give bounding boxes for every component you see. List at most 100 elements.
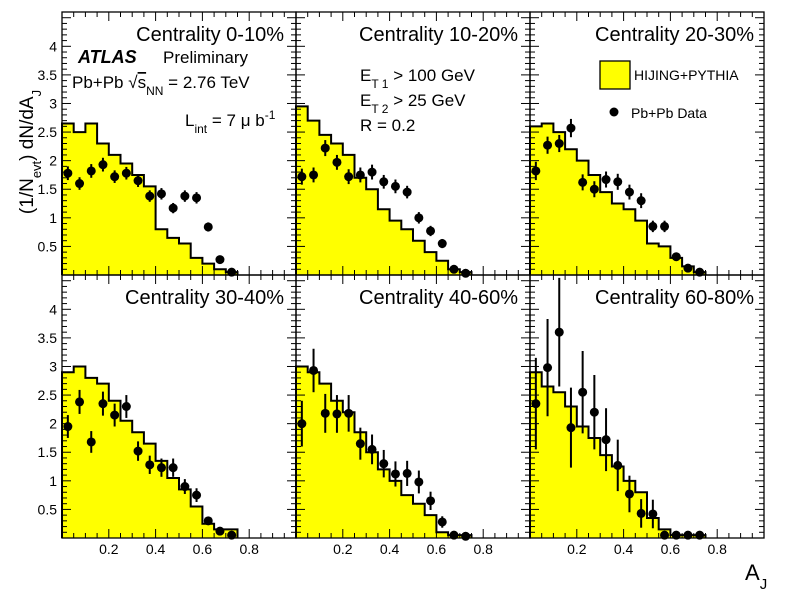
data-point <box>390 181 400 191</box>
x-tick-label: 0.8 <box>239 541 259 557</box>
y-tick-label: 1 <box>49 473 57 489</box>
data-point <box>402 187 412 197</box>
data-point <box>98 399 108 409</box>
radius-label: R = 0.2 <box>360 116 415 135</box>
data-point <box>355 439 365 449</box>
data-point <box>168 463 178 473</box>
data-point <box>426 226 436 236</box>
data-point <box>636 196 646 206</box>
x-tick-label: 0.2 <box>567 541 587 557</box>
data-point <box>613 177 623 187</box>
cut2-label: ET 2 > 25 GeV <box>360 91 466 116</box>
panel-4: 0.5 1 1.5 2 2.5 3 3.5 4 0.2 0.4 0.6 0.8 Centrality 3… <box>38 274 297 557</box>
data-point <box>86 166 96 176</box>
x-tick-label: 0.4 <box>614 541 634 557</box>
data-point <box>110 410 120 420</box>
lumi-exp: -1 <box>265 108 276 122</box>
y-label-sub-2: J <box>29 90 44 97</box>
data-point <box>145 460 155 470</box>
data-point <box>437 239 447 249</box>
data-point <box>589 184 599 194</box>
panel-title-3: Centrality 20-30% <box>595 24 754 46</box>
y-label-part-2: ) dN/dA <box>17 96 38 161</box>
hijing-outline-2 <box>295 105 473 275</box>
x-axis-label: AJ <box>745 560 767 590</box>
x-tick-label: 0.8 <box>473 541 493 557</box>
y-tick-label: 1.5 <box>38 444 58 460</box>
legend-swatch-hijing <box>599 60 631 90</box>
data-point <box>133 176 143 186</box>
cut2-post: > 25 GeV <box>393 91 466 110</box>
data-point <box>192 193 202 203</box>
cut1-label: ET 1 > 100 GeV <box>360 66 476 91</box>
data-point <box>648 509 658 519</box>
data-point <box>203 516 213 526</box>
system-nn: NN <box>146 84 163 98</box>
legend-marker-data <box>609 107 619 117</box>
data-point <box>75 397 85 407</box>
system-post: = 2.76 TeV <box>168 73 250 92</box>
data-point <box>75 179 85 189</box>
lumi-int: int <box>194 122 207 136</box>
x-tick-label: 0.2 <box>99 541 119 557</box>
panel-2: Centrality 10-20% <box>295 11 531 278</box>
x-tick-label: 0.4 <box>146 541 166 557</box>
data-point <box>624 187 634 197</box>
data-point <box>578 387 588 397</box>
y-tick-label: 1.5 <box>38 181 58 197</box>
data-point <box>215 255 225 265</box>
y-tick-label: 2.5 <box>38 387 58 403</box>
y-tick-label: 4 <box>49 301 57 317</box>
legend: HIJING+PYTHIA Pb+Pb Data <box>599 60 739 121</box>
data-point <box>379 177 389 187</box>
data-point <box>554 327 564 337</box>
data-point <box>461 268 471 278</box>
data-point <box>390 469 400 479</box>
data-point <box>180 482 190 492</box>
data-point <box>192 490 202 500</box>
system-label: Pb+Pb √sNN = 2.76 TeV <box>72 73 250 98</box>
data-point <box>332 409 342 419</box>
data-point <box>367 167 377 177</box>
data-point <box>110 172 120 182</box>
data-point <box>86 437 96 447</box>
data-point <box>671 252 681 262</box>
data-point <box>203 222 213 232</box>
hijing-fill-3 <box>530 123 706 275</box>
data-point <box>355 170 365 180</box>
data-point <box>531 399 541 409</box>
system-s: s <box>138 73 147 92</box>
hijing-fill-4 <box>62 366 238 538</box>
y-tick-label: 2 <box>49 153 57 169</box>
hijing-fill-6 <box>530 372 706 538</box>
preliminary-label: Preliminary <box>163 48 249 67</box>
data-point <box>624 489 634 499</box>
data-point <box>414 477 424 487</box>
data-point <box>168 203 178 213</box>
data-point <box>543 363 553 373</box>
sqrt-sign: √ <box>128 73 138 92</box>
data-point <box>636 508 646 518</box>
data-point <box>180 191 190 201</box>
data-point <box>554 139 564 148</box>
lumi-label: Lint = 7 μ b-1 <box>185 108 276 136</box>
y-tick-label: 3 <box>49 358 57 374</box>
y-tick-label: 2.5 <box>38 124 58 140</box>
data-point <box>379 459 389 469</box>
data-point <box>309 365 319 375</box>
cut2-pre: E <box>360 91 371 110</box>
data-point <box>344 408 354 418</box>
data-point <box>601 435 611 445</box>
data-point <box>601 175 611 185</box>
y-tick-label: 3.5 <box>38 330 58 346</box>
cut2-sub: T 2 <box>371 102 388 116</box>
data-point <box>156 463 166 473</box>
data-point <box>309 170 319 180</box>
y-tick-label: 3.5 <box>38 67 58 83</box>
hijing-outline-1 <box>61 122 239 275</box>
hijing-outline-4 <box>61 365 239 538</box>
data-point <box>121 168 131 178</box>
legend-label-hijing: HIJING+PYTHIA <box>634 67 739 83</box>
data-point <box>215 526 225 536</box>
panel-3: Centrality 20-30% <box>529 11 765 277</box>
